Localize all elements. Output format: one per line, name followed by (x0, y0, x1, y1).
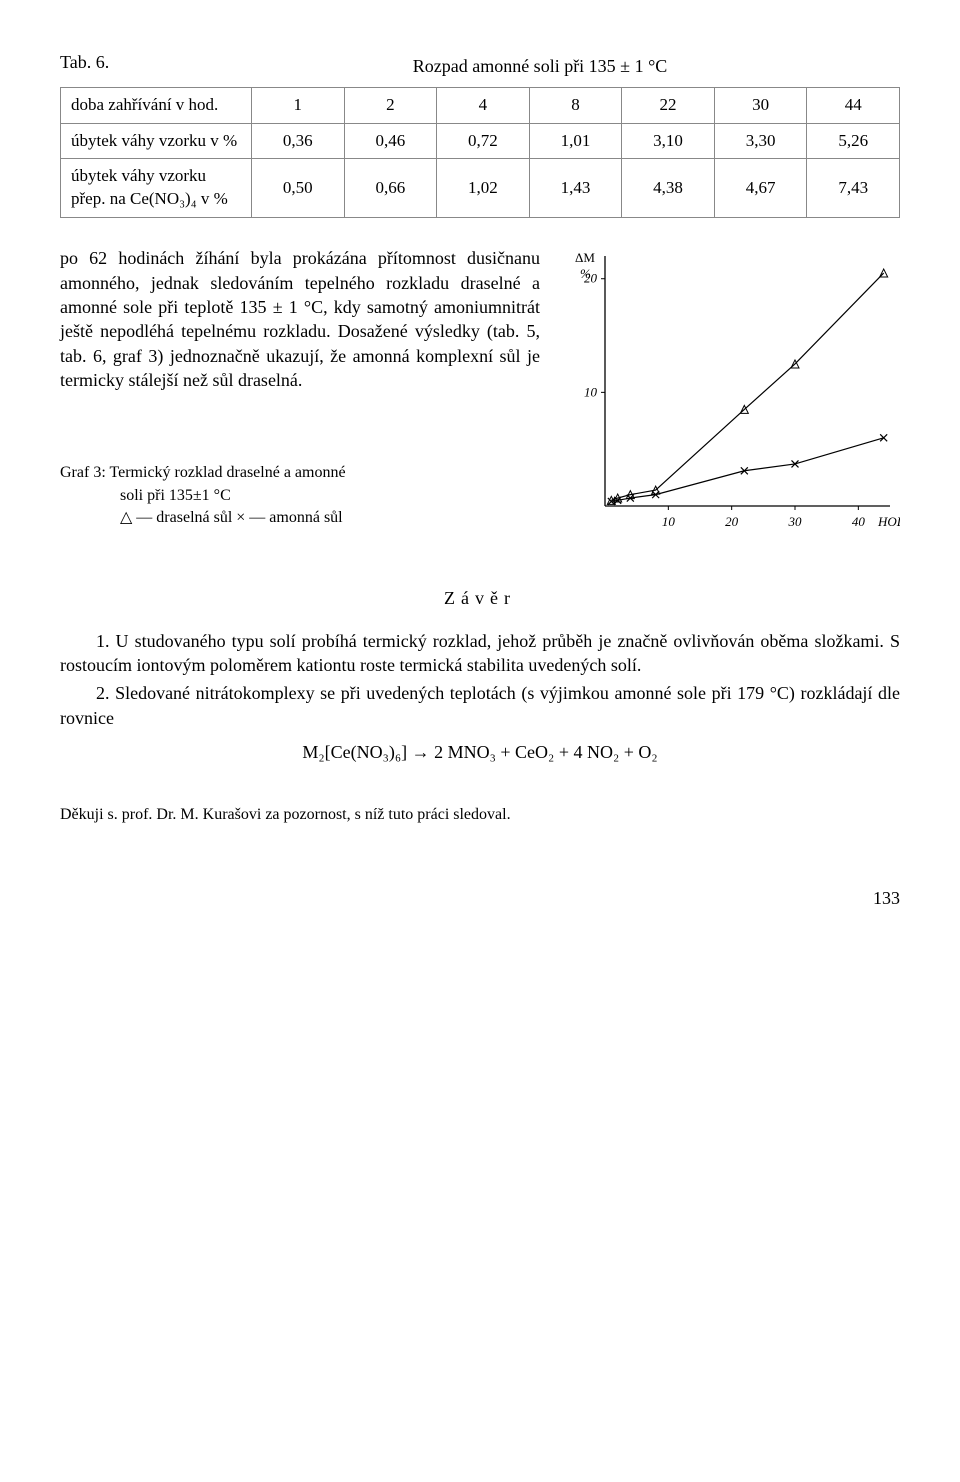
svg-text:10: 10 (584, 385, 598, 400)
svg-text:20: 20 (584, 271, 598, 286)
header-cell: doba zahřívání v hod. (61, 87, 252, 123)
data-cell: 3,10 (622, 123, 715, 159)
data-cell: 1,43 (529, 159, 622, 218)
row-label: úbytek váhy vzorku v % (61, 123, 252, 159)
svg-text:20: 20 (725, 514, 739, 529)
data-cell: 0,46 (344, 123, 437, 159)
table-row: úbytek váhy vzorku přep. na Ce(NO₃)₄ v %… (61, 159, 900, 218)
data-cell: 5,26 (807, 123, 900, 159)
page-number: 133 (60, 886, 900, 910)
caption-line: soli při 135±1 °C (60, 485, 440, 507)
svg-text:40: 40 (852, 514, 866, 529)
row-label: úbytek váhy vzorku přep. na Ce(NO₃)₄ v % (61, 159, 252, 218)
chart: ΔM%102010203040HOD (560, 246, 900, 546)
header-cell: 8 (529, 87, 622, 123)
acknowledgement: Děkuji s. prof. Dr. M. Kurašovi za pozor… (60, 804, 900, 826)
table-title: Rozpad amonné soli při 135 ± 1 °C (180, 54, 900, 78)
header-cell: 22 (622, 87, 715, 123)
table-row: doba zahřívání v hod. 1 2 4 8 22 30 44 (61, 87, 900, 123)
data-cell: 0,50 (252, 159, 345, 218)
data-cell: 0,66 (344, 159, 437, 218)
svg-text:30: 30 (788, 514, 803, 529)
data-cell: 7,43 (807, 159, 900, 218)
data-cell: 0,36 (252, 123, 345, 159)
header-cell: 30 (714, 87, 807, 123)
header-cell: 44 (807, 87, 900, 123)
data-cell: 1,02 (437, 159, 530, 218)
paragraph: po 62 hodinách žíhání byla prokázána pří… (60, 246, 540, 392)
svg-text:ΔM: ΔM (575, 250, 595, 265)
paragraph: 2. Sledované nitrátokomplexy se při uved… (60, 681, 900, 730)
svg-text:10: 10 (662, 514, 676, 529)
caption-legend: △ — draselná sůl × — amonná sůl (60, 507, 440, 529)
paragraph: 1. U studovaného typu solí probíhá termi… (60, 629, 900, 678)
data-cell: 4,67 (714, 159, 807, 218)
data-cell: 1,01 (529, 123, 622, 159)
data-table: doba zahřívání v hod. 1 2 4 8 22 30 44 ú… (60, 87, 900, 219)
svg-text:HOD: HOD (877, 514, 900, 529)
data-cell: 4,38 (622, 159, 715, 218)
data-cell: 3,30 (714, 123, 807, 159)
figure-caption: Graf 3: Termický rozklad draselné a amon… (60, 462, 440, 529)
header-cell: 2 (344, 87, 437, 123)
caption-line: Graf 3: Termický rozklad draselné a amon… (60, 462, 440, 484)
data-cell: 0,72 (437, 123, 530, 159)
equation: M₂[Ce(NO₃)₆] → 2 MNO₃ + CeO₂ + 4 NO₂ + O… (60, 740, 900, 764)
header-cell: 1 (252, 87, 345, 123)
section-heading: Závěr (60, 586, 900, 610)
header-cell: 4 (437, 87, 530, 123)
table-row: úbytek váhy vzorku v % 0,36 0,46 0,72 1,… (61, 123, 900, 159)
